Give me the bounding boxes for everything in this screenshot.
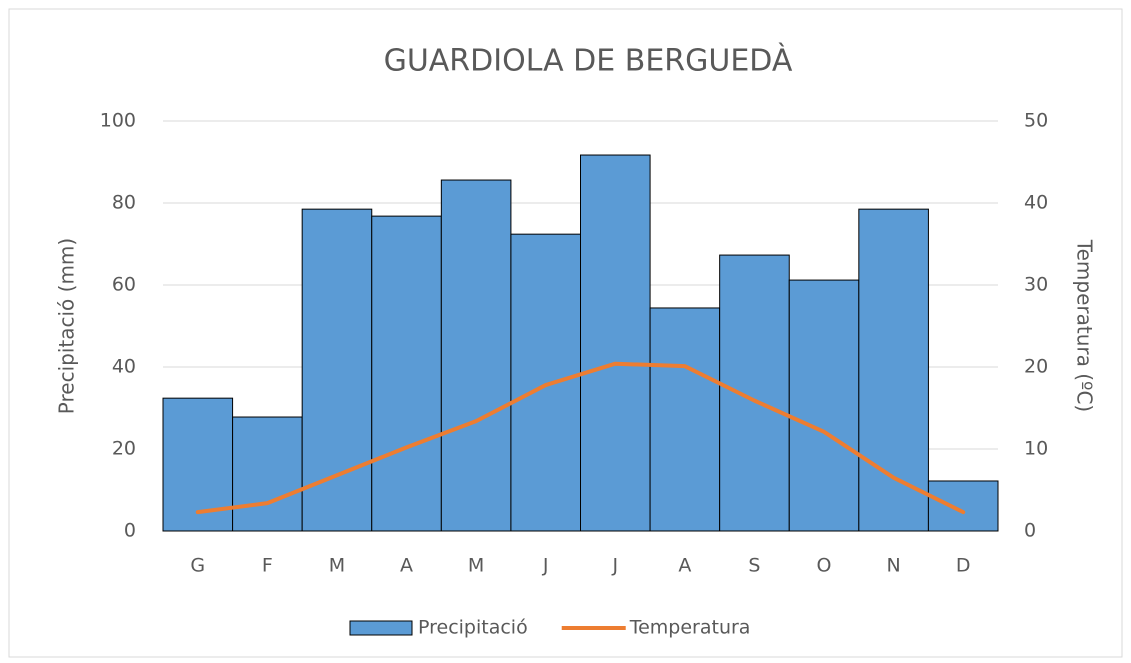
y-tick-label: 40 — [112, 356, 136, 378]
chart-title: GUARDIOLA DE BERGUEDÀ — [384, 43, 793, 79]
x-tick-label: M — [329, 555, 345, 577]
legend-label: Temperatura — [629, 617, 751, 639]
x-tick-label: N — [887, 555, 901, 577]
line — [195, 361, 966, 515]
x-tick-label: A — [678, 555, 691, 577]
x-tick-label: G — [190, 555, 205, 577]
bar — [719, 254, 790, 532]
bar — [788, 279, 860, 532]
y-tick-label: 100 — [100, 110, 136, 132]
bar — [371, 215, 442, 532]
y2-tick-label: 10 — [1024, 438, 1048, 460]
x-tick-label: O — [817, 555, 832, 577]
x-tick-label: A — [400, 555, 413, 577]
x-tick-label: D — [956, 555, 971, 577]
bar — [301, 208, 373, 532]
y2-tick-label: 50 — [1024, 110, 1048, 132]
bar — [649, 307, 721, 532]
x-tick-label: J — [611, 555, 618, 577]
y-tick-label: 0 — [124, 520, 136, 542]
legend-label: Precipitació — [418, 617, 528, 639]
bar — [232, 416, 303, 532]
y-tick-label: 20 — [112, 438, 136, 460]
y2-axis-label: Temperatura (ºC) — [1073, 239, 1097, 412]
y2-tick-label: 0 — [1024, 520, 1036, 542]
bar — [440, 179, 512, 532]
x-tick-label: J — [542, 555, 549, 577]
bar — [858, 208, 929, 532]
y-tick-label: 60 — [112, 274, 136, 296]
bar — [580, 154, 651, 532]
bar — [510, 233, 581, 532]
x-tick-label: M — [468, 555, 484, 577]
x-tick-label: S — [748, 555, 760, 577]
bar — [927, 480, 999, 532]
y2-tick-label: 20 — [1024, 356, 1048, 378]
y-axis-label: Precipitació (mm) — [55, 238, 79, 414]
y2-tick-label: 30 — [1024, 274, 1048, 296]
y2-tick-label: 40 — [1024, 192, 1048, 214]
y-tick-label: 80 — [112, 192, 136, 214]
legend-swatch — [349, 620, 413, 636]
x-tick-label: F — [262, 555, 273, 577]
